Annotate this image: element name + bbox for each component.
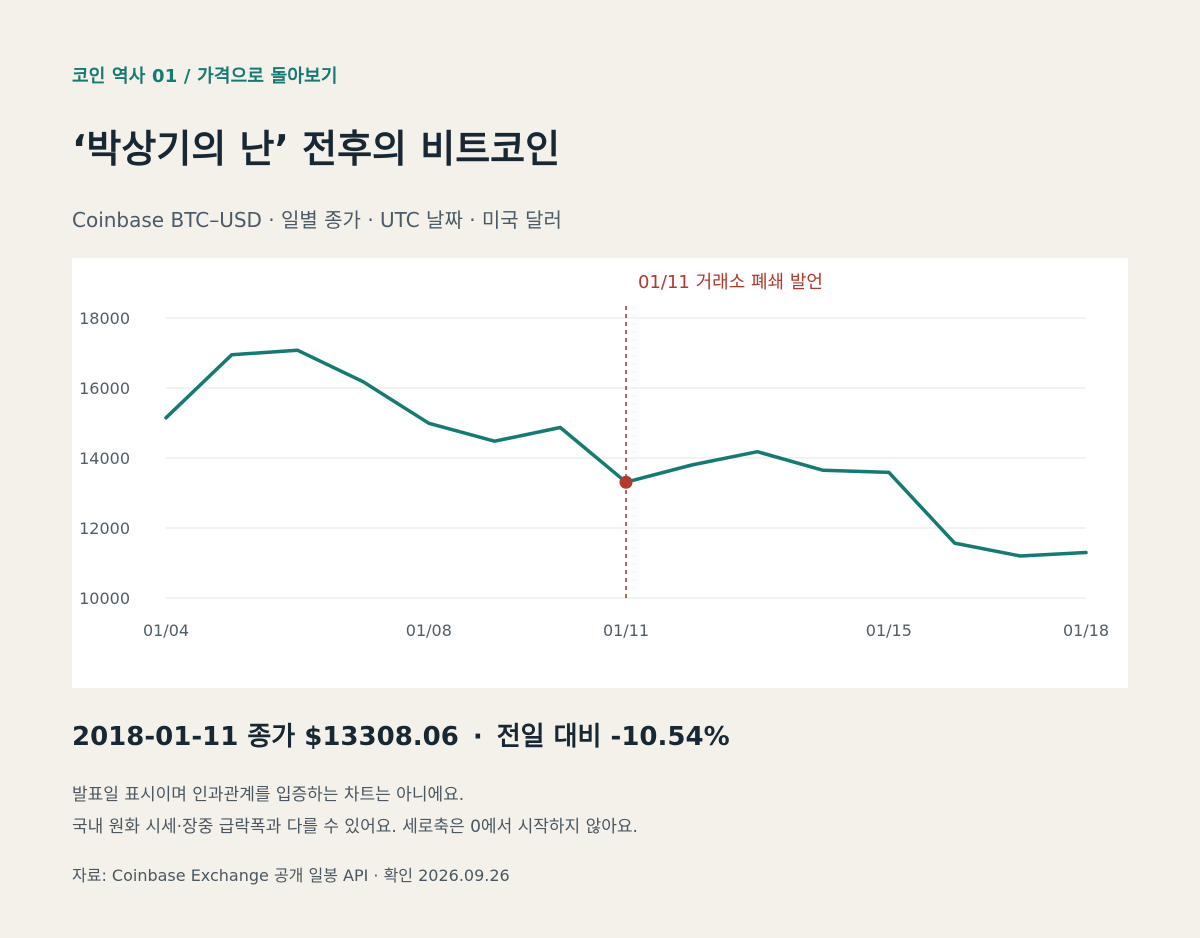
page-title: ‘박상기의 난’ 전후의 비트코인	[72, 127, 561, 171]
summary-separator: ·	[472, 722, 483, 752]
x-tick-label: 01/18	[1063, 621, 1109, 640]
y-tick-label: 18000	[79, 309, 130, 328]
note-line-2: 국내 원화 시세·장중 급락폭과 다를 수 있어요. 세로축은 0에서 시작하지…	[72, 817, 638, 837]
note-line-1: 발표일 표시이며 인과관계를 입증하는 차트는 아니에요.	[72, 785, 465, 805]
annotation-point	[619, 475, 633, 489]
summary-change: 전일 대비 -10.54%	[496, 722, 730, 752]
summary-close: 2018-01-11 종가 $13308.06	[72, 722, 459, 752]
line-chart: 10000 12000 14000 16000 18000 01/04 01/08 01/11…	[79, 272, 1109, 640]
x-tick-label: 01/04	[143, 621, 189, 640]
source: 자료: Coinbase Exchange 공개 일봉 API · 확인 202…	[72, 866, 510, 885]
y-tick-label: 12000	[79, 519, 130, 538]
y-tick-label: 14000	[79, 449, 130, 468]
y-tick-label: 16000	[79, 379, 130, 398]
subtitle: Coinbase BTC–USD · 일별 종가 · UTC 날짜 · 미국 달…	[72, 208, 562, 232]
x-tick-label: 01/15	[866, 621, 912, 640]
chart-card: 10000 12000 14000 16000 18000 01/04 01/08 01/11…	[72, 258, 1128, 688]
x-tick-label: 01/08	[406, 621, 452, 640]
annotation-label: 01/11 거래소 폐쇄 발언	[638, 272, 823, 293]
summary: 2018-01-11 종가 $13308.06 · 전일 대비 -10.54%	[72, 716, 730, 753]
y-tick-label: 10000	[79, 589, 130, 608]
x-tick-label: 01/11	[603, 621, 649, 640]
kicker: 코인 역사 01 / 가격으로 돌아보기	[72, 66, 338, 87]
